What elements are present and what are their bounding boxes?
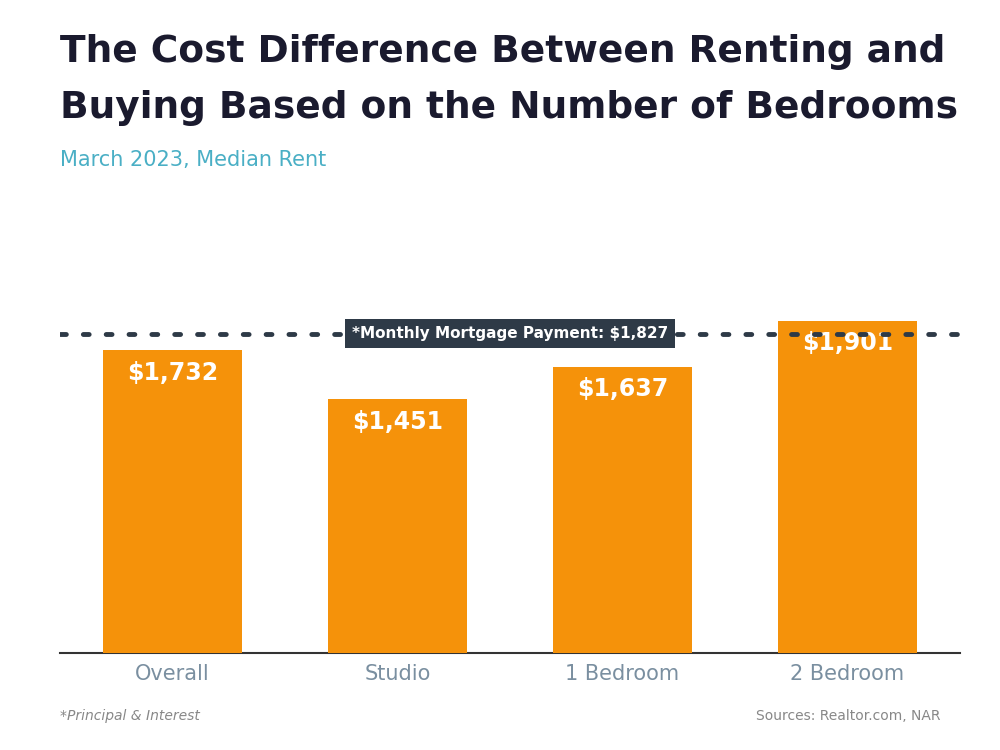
Text: March 2023, Median Rent: March 2023, Median Rent: [60, 150, 326, 170]
Text: $1,901: $1,901: [802, 332, 893, 356]
Text: The Cost Difference Between Renting and: The Cost Difference Between Renting and: [60, 34, 945, 70]
Text: Sources: Realtor.com, NAR: Sources: Realtor.com, NAR: [756, 709, 940, 723]
Text: *Monthly Mortgage Payment: $1,827: *Monthly Mortgage Payment: $1,827: [352, 326, 668, 341]
Bar: [778, 321, 917, 652]
Bar: [103, 350, 242, 652]
Bar: [553, 367, 692, 652]
Text: Buying Based on the Number of Bedrooms: Buying Based on the Number of Bedrooms: [60, 90, 958, 126]
Text: $1,732: $1,732: [127, 361, 218, 385]
Bar: [328, 400, 467, 652]
Text: *Principal & Interest: *Principal & Interest: [60, 709, 200, 723]
Text: $1,451: $1,451: [352, 410, 443, 434]
Text: $1,637: $1,637: [577, 377, 668, 401]
